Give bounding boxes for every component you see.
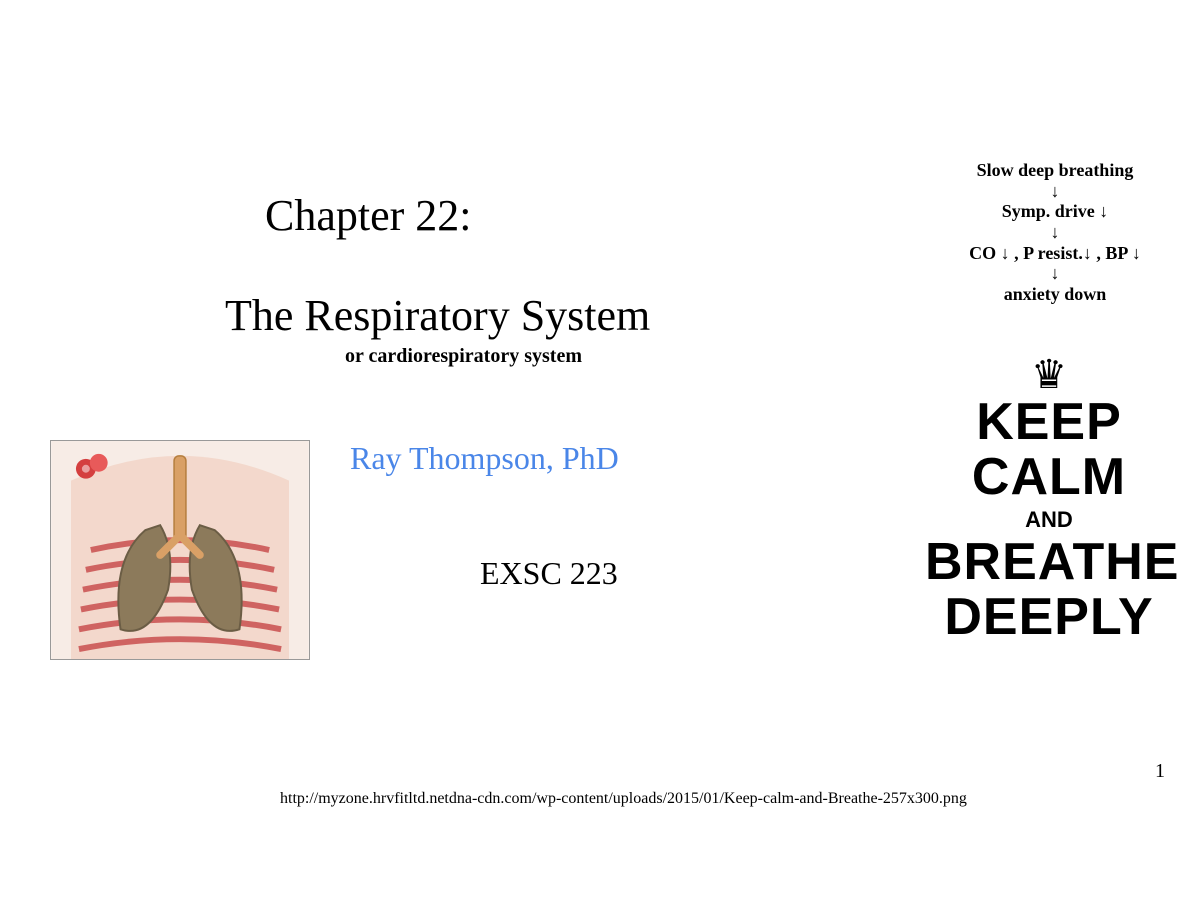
note-line: anxiety down — [930, 284, 1180, 305]
handwritten-notes: Slow deep breathing ↓ Symp. drive ↓ ↓ CO… — [930, 160, 1180, 305]
poster-line: AND — [925, 508, 1173, 531]
main-title: The Respiratory System — [225, 290, 650, 341]
subtitle-handwritten: or cardiorespiratory system — [345, 345, 582, 368]
citation-url: http://myzone.hrvfitltd.netdna-cdn.com/w… — [280, 790, 967, 808]
keep-calm-poster: ♛ KEEP CALM AND BREATHE DEEPLY — [925, 355, 1173, 644]
crown-icon: ♛ — [925, 355, 1173, 395]
poster-line: CALM — [925, 450, 1173, 505]
course-code: EXSC 223 — [480, 555, 618, 592]
anatomy-svg — [51, 441, 309, 659]
note-arrow: ↓ — [930, 222, 1180, 243]
note-arrow: ↓ — [930, 263, 1180, 284]
poster-line: DEEPLY — [925, 590, 1173, 645]
note-line: CO ↓ , P resist.↓ , BP ↓ — [930, 243, 1180, 264]
poster-line: KEEP — [925, 395, 1173, 450]
author-name: Ray Thompson, PhD — [350, 440, 619, 477]
note-line: Slow deep breathing — [930, 160, 1180, 181]
page-number: 1 — [1155, 760, 1165, 783]
note-line: Symp. drive ↓ — [930, 201, 1180, 222]
poster-line: BREATHE — [925, 535, 1173, 590]
note-arrow: ↓ — [930, 181, 1180, 202]
slide: Chapter 22: The Respiratory System or ca… — [0, 0, 1200, 897]
chapter-title: Chapter 22: — [265, 190, 472, 241]
anatomy-illustration — [50, 440, 310, 660]
